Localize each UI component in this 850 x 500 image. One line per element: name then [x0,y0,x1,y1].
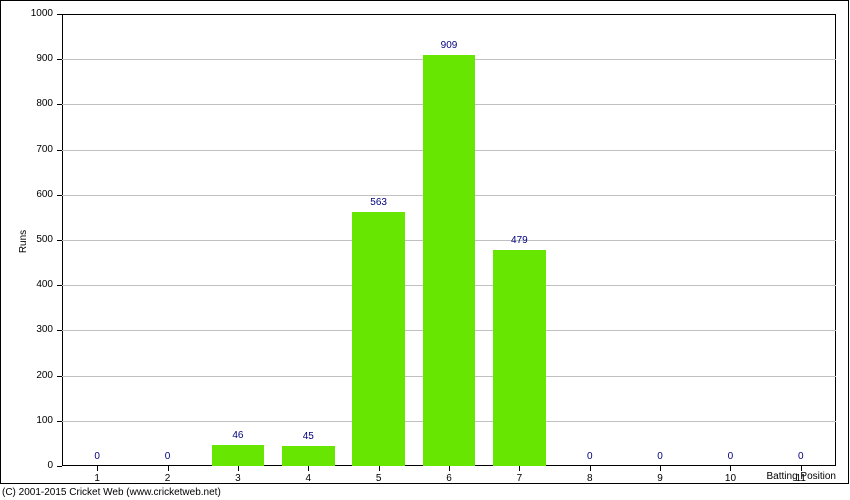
ytick-label: 100 [13,416,53,426]
ytick-label: 900 [13,54,53,64]
ytick-label: 1000 [13,9,53,19]
ytick-label: 700 [13,145,53,155]
bar [493,250,546,467]
ytick-label: 800 [13,99,53,109]
bar-value-label: 0 [587,451,593,462]
bar [282,446,335,466]
bar [352,212,405,466]
ytick-mark [57,14,62,15]
xtick-mark [97,466,98,471]
bar [212,445,265,466]
plot-area: 0100200300400500600700800900100001024634… [62,14,836,466]
ytick-mark [57,285,62,286]
ytick-label: 600 [13,190,53,200]
xtick-mark [379,466,380,471]
ytick-mark [57,195,62,196]
xtick-label: 1 [94,474,100,484]
ytick-mark [57,104,62,105]
x-axis-title: Batting Position [767,471,837,482]
xtick-mark [730,466,731,471]
chart-container: 0100200300400500600700800900100001024634… [0,0,850,500]
xtick-label: 8 [587,474,593,484]
xtick-label: 6 [446,474,452,484]
bar-value-label: 46 [232,430,243,441]
ytick-label: 300 [13,325,53,335]
ytick-label: 0 [13,461,53,471]
footer-text: (C) 2001-2015 Cricket Web (www.cricketwe… [2,487,221,498]
xtick-label: 3 [235,474,241,484]
bar-value-label: 0 [798,451,804,462]
xtick-mark [519,466,520,471]
xtick-mark [660,466,661,471]
xtick-mark [168,466,169,471]
xtick-label: 5 [376,474,382,484]
bar-value-label: 45 [303,431,314,442]
bar-value-label: 0 [94,451,100,462]
ytick-label: 400 [13,280,53,290]
xtick-label: 9 [657,474,663,484]
bar-value-label: 563 [370,197,387,208]
bar-value-label: 0 [728,451,734,462]
xtick-mark [590,466,591,471]
xtick-mark [308,466,309,471]
ytick-mark [57,150,62,151]
ytick-mark [57,466,62,467]
ytick-mark [57,376,62,377]
bar-value-label: 0 [165,451,171,462]
ytick-mark [57,421,62,422]
y-axis-title: Runs [18,230,29,253]
bar-value-label: 909 [441,40,458,51]
xtick-label: 2 [165,474,171,484]
ytick-mark [57,240,62,241]
bar-value-label: 0 [657,451,663,462]
bar [423,55,476,466]
bar-value-label: 479 [511,235,528,246]
xtick-label: 4 [305,474,311,484]
ytick-label: 200 [13,371,53,381]
ytick-mark [57,330,62,331]
xtick-mark [449,466,450,471]
xtick-mark [238,466,239,471]
xtick-label: 10 [725,474,736,484]
xtick-label: 7 [517,474,523,484]
ytick-mark [57,59,62,60]
